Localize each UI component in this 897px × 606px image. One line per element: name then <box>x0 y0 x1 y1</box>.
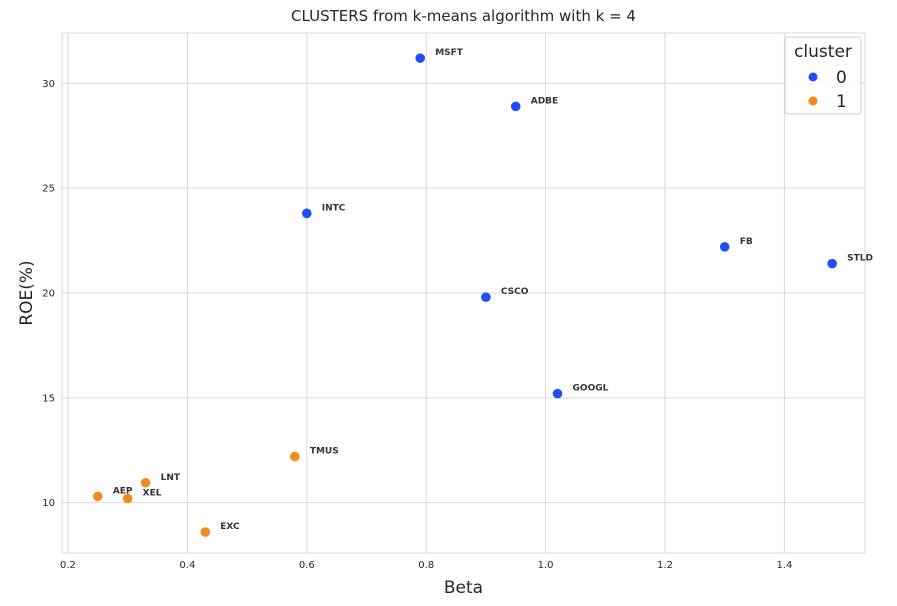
point-xel <box>122 493 133 504</box>
y-tick-label: 30 <box>42 79 55 90</box>
data-points <box>93 53 837 537</box>
legend-marker-cluster-0 <box>808 72 818 82</box>
point-label-tmus: TMUS <box>310 447 339 457</box>
point-msft <box>415 53 426 63</box>
x-tick-labels: 0.2 0.4 0.6 0.8 1.0 1.2 1.4 <box>60 560 792 571</box>
point-tmus <box>290 451 300 462</box>
point-label-stld: STLD <box>847 254 873 264</box>
point-labels: MSFT ADBE INTC FB STLD CSCO GOOGL TMUS LNT AEP XEL… <box>113 48 873 532</box>
y-tick-label: 15 <box>42 393 55 404</box>
point-label-xel: XEL <box>143 488 162 498</box>
point-intc <box>301 208 312 219</box>
y-axis-label: ROE(%) <box>17 260 37 325</box>
legend-frame <box>784 36 862 115</box>
point-label-exc: EXC <box>220 522 240 532</box>
x-tick-label: 0.8 <box>418 560 434 571</box>
y-tick-label: 20 <box>42 289 55 300</box>
point-lnt <box>140 477 151 488</box>
x-tick-label: 0.2 <box>60 560 76 571</box>
point-googl <box>552 388 563 399</box>
y-tick-label: 25 <box>42 184 55 195</box>
point-stld <box>827 258 837 269</box>
point-label-csco: CSCO <box>501 287 529 297</box>
chart-title: CLUSTERS from k-means algorithm with k =… <box>291 7 636 25</box>
x-axis-label: Beta <box>444 578 483 598</box>
x-tick-label: 1.2 <box>657 560 673 571</box>
legend-marker-cluster-1 <box>808 96 818 106</box>
point-adbe <box>510 101 521 112</box>
point-label-fb: FB <box>740 237 753 247</box>
x-tick-label: 1.0 <box>538 560 554 571</box>
point-label-aep: AEP <box>113 486 133 496</box>
point-aep <box>93 491 103 502</box>
point-label-intc: INTC <box>322 203 346 213</box>
point-label-msft: MSFT <box>435 48 464 58</box>
x-tick-label: 1.4 <box>776 560 792 571</box>
point-exc <box>200 527 211 537</box>
point-label-googl: GOOGL <box>573 384 609 394</box>
grid-lines <box>62 33 865 553</box>
x-tick-label: 0.4 <box>179 560 195 571</box>
legend-title: cluster <box>794 42 852 62</box>
point-label-adbe: ADBE <box>531 96 558 106</box>
point-csco <box>481 292 491 302</box>
legend-label-cluster-0: 0 <box>836 68 847 88</box>
y-tick-label: 10 <box>42 498 55 509</box>
x-tick-label: 0.6 <box>299 560 315 571</box>
legend-label-cluster-1: 1 <box>836 92 847 112</box>
point-fb <box>719 242 730 252</box>
legend: cluster 0 1 <box>784 36 862 115</box>
y-tick-labels: 10 15 20 25 30 <box>42 79 55 509</box>
plot-frame <box>61 32 866 554</box>
point-label-lnt: LNT <box>161 473 181 483</box>
